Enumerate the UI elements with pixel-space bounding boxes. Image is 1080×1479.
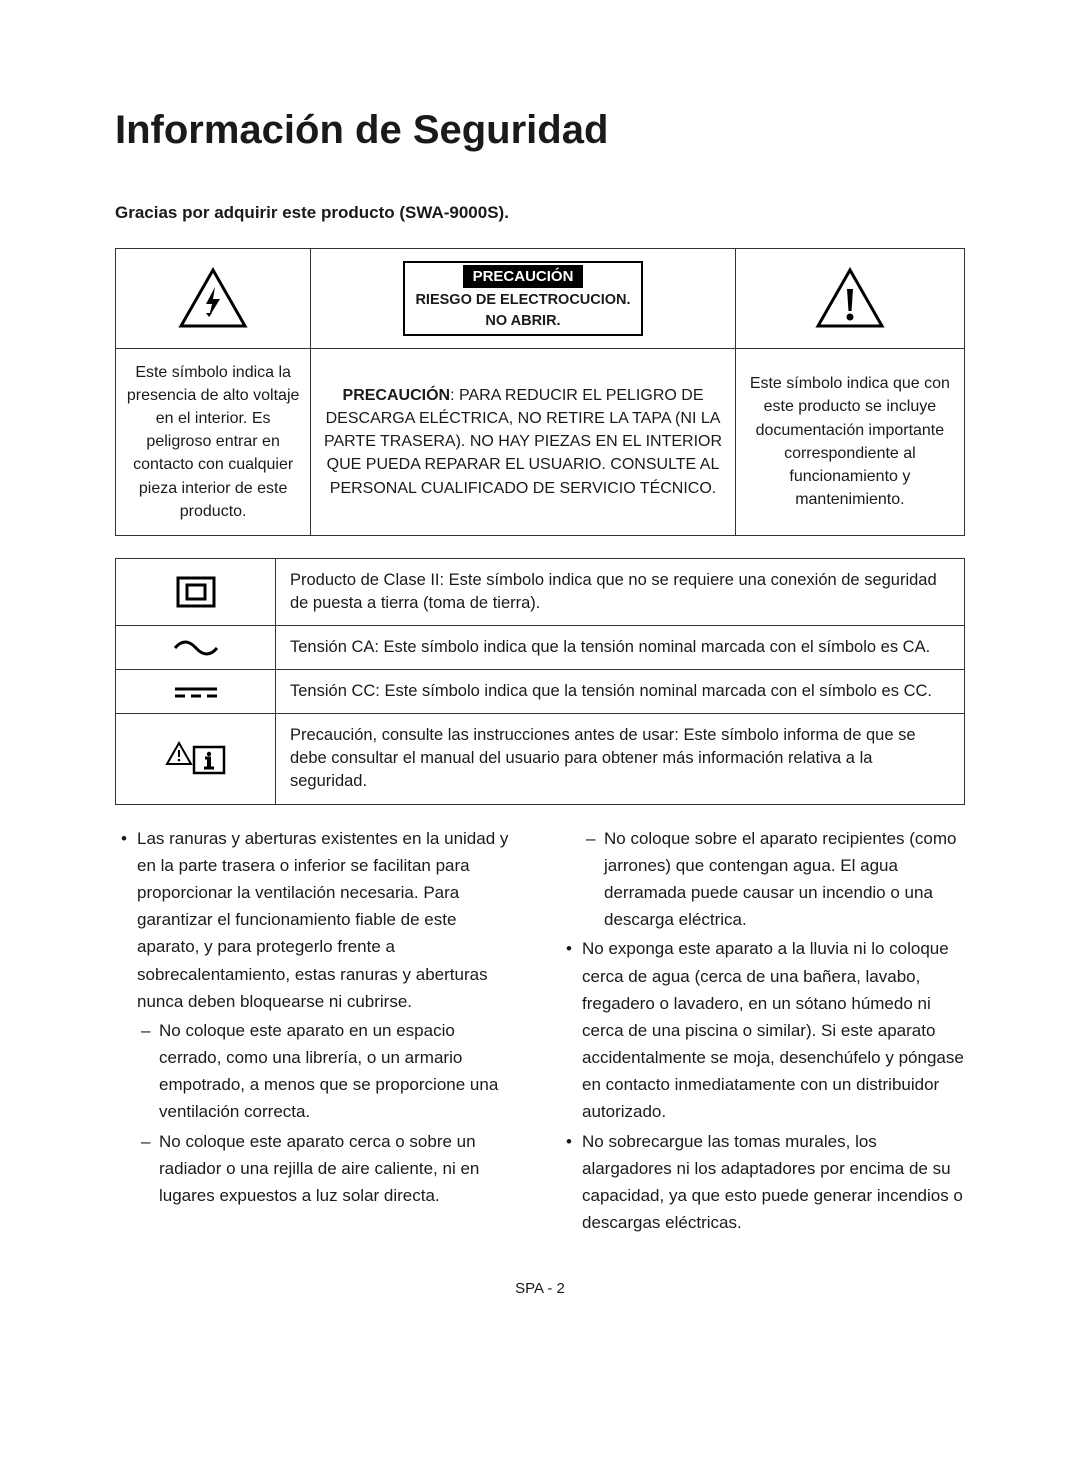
class2-icon <box>116 558 276 625</box>
bullet-item: No sobrecargue las tomas murales, los al… <box>560 1128 965 1237</box>
symbol-desc: Producto de Clase II: Este símbolo indic… <box>276 558 965 625</box>
lightning-desc: Este símbolo indica la presencia de alto… <box>116 348 311 535</box>
manual-icon <box>116 714 276 804</box>
exclamation-triangle-icon <box>815 267 885 329</box>
sub-bullet-item: No coloque este aparato en un espacio ce… <box>115 1017 520 1126</box>
lightning-triangle-icon <box>178 267 248 329</box>
safety-bullets: Las ranuras y aberturas existentes en la… <box>115 825 965 1239</box>
precaution-desc-prefix: PRECAUCIÓN <box>343 387 451 404</box>
exclamation-triangle-cell <box>735 248 964 348</box>
precaution-desc: PRECAUCIÓN: PARA REDUCIR EL PELIGRO DE D… <box>311 348 736 535</box>
intro-subtitle: Gracias por adquirir este producto (SWA-… <box>115 200 965 226</box>
dc-icon <box>116 670 276 714</box>
symbol-row: Producto de Clase II: Este símbolo indic… <box>116 558 965 625</box>
warning-table: PRECAUCIÓN RIESGO DE ELECTROCUCION. NO A… <box>115 248 965 536</box>
page-number: SPA - 2 <box>115 1278 965 1301</box>
ac-icon <box>116 626 276 670</box>
bullet-item: No exponga este aparato a la lluvia ni l… <box>560 935 965 1125</box>
precaution-black-label: PRECAUCIÓN <box>463 265 584 289</box>
page-title: Información de Seguridad <box>115 100 965 160</box>
symbol-desc: Precaución, consulte las instrucciones a… <box>276 714 965 804</box>
symbol-row: Tensión CC: Este símbolo indica que la t… <box>116 670 965 714</box>
bullet-item: Las ranuras y aberturas existentes en la… <box>115 825 520 1015</box>
precaution-line3: NO ABRIR. <box>485 313 560 329</box>
precaution-box: PRECAUCIÓN RIESGO DE ELECTROCUCION. NO A… <box>403 261 642 336</box>
symbol-table: Producto de Clase II: Este símbolo indic… <box>115 558 965 805</box>
exclamation-desc: Este símbolo indica que con este product… <box>735 348 964 535</box>
lightning-triangle-cell <box>116 248 311 348</box>
symbol-row: Tensión CA: Este símbolo indica que la t… <box>116 626 965 670</box>
sub-bullet-item: No coloque este aparato cerca o sobre un… <box>115 1128 520 1210</box>
symbol-desc: Tensión CA: Este símbolo indica que la t… <box>276 626 965 670</box>
precaution-line2: RIESGO DE ELECTROCUCION. <box>415 292 630 308</box>
symbol-row: Precaución, consulte las instrucciones a… <box>116 714 965 804</box>
precaution-box-cell: PRECAUCIÓN RIESGO DE ELECTROCUCION. NO A… <box>311 248 736 348</box>
symbol-desc: Tensión CC: Este símbolo indica que la t… <box>276 670 965 714</box>
sub-bullet-item: No coloque sobre el aparato recipientes … <box>560 825 965 934</box>
